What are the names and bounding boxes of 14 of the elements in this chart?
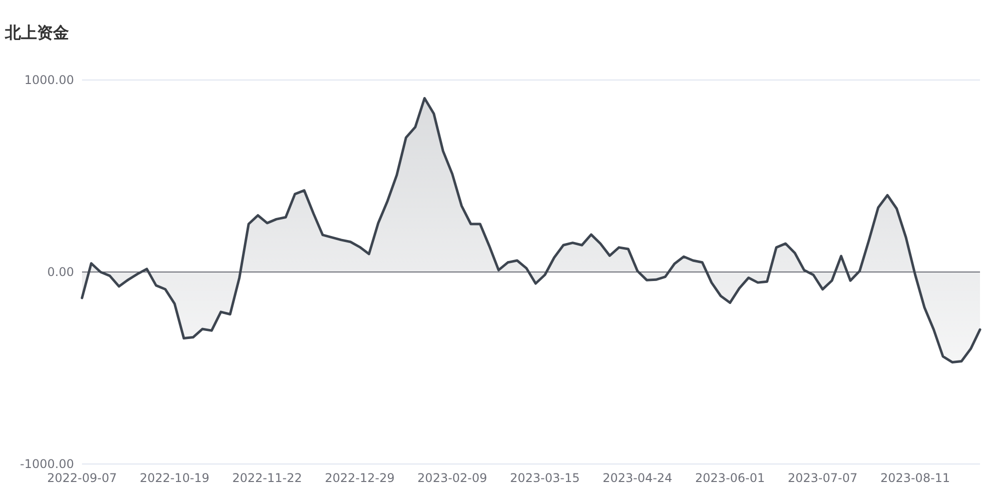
x-tick-label: 2023-06-01 (695, 471, 765, 485)
x-tick-label: 2022-11-22 (232, 471, 302, 485)
y-tick-label: 0.00 (47, 265, 74, 279)
x-tick-label: 2023-03-15 (510, 471, 580, 485)
x-tick-label: 2023-07-07 (788, 471, 858, 485)
x-tick-label: 2023-04-24 (602, 471, 672, 485)
x-tick-label: 2022-09-07 (47, 471, 117, 485)
x-tick-label: 2022-10-19 (140, 471, 210, 485)
x-tick-label: 2023-08-11 (880, 471, 950, 485)
y-tick-label: -1000.00 (20, 457, 74, 471)
chart-title: 北上资金 (4, 23, 69, 42)
x-tick-label: 2022-12-29 (324, 471, 395, 485)
x-tick-label: 2023-02-09 (417, 471, 488, 485)
y-tick-label: 1000.00 (24, 73, 74, 87)
